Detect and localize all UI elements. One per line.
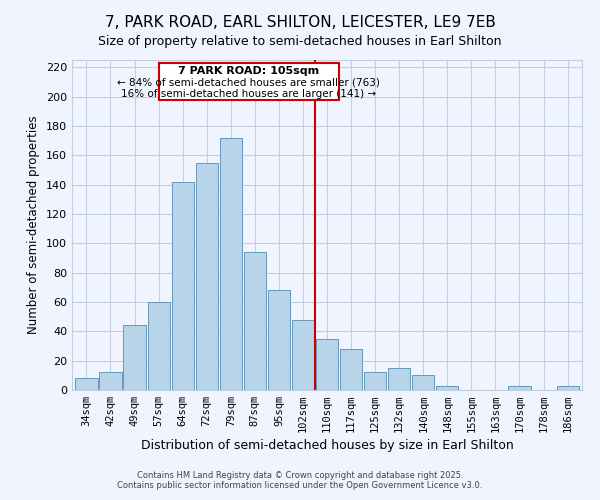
Bar xyxy=(76,378,98,390)
Bar xyxy=(508,386,530,390)
FancyBboxPatch shape xyxy=(158,63,339,100)
Bar xyxy=(436,386,458,390)
Text: 16% of semi-detached houses are larger (141) →: 16% of semi-detached houses are larger (… xyxy=(121,90,376,100)
Bar xyxy=(316,338,338,390)
Bar xyxy=(292,320,314,390)
Bar xyxy=(364,372,386,390)
Y-axis label: Number of semi-detached properties: Number of semi-detached properties xyxy=(28,116,40,334)
Text: Contains HM Land Registry data © Crown copyright and database right 2025.
Contai: Contains HM Land Registry data © Crown c… xyxy=(118,470,482,490)
Bar xyxy=(148,302,170,390)
Bar xyxy=(340,349,362,390)
Text: 7 PARK ROAD: 105sqm: 7 PARK ROAD: 105sqm xyxy=(178,66,319,76)
Bar xyxy=(388,368,410,390)
Bar xyxy=(196,162,218,390)
Bar xyxy=(172,182,194,390)
Bar xyxy=(557,386,578,390)
Bar xyxy=(100,372,122,390)
Text: ← 84% of semi-detached houses are smaller (763): ← 84% of semi-detached houses are smalle… xyxy=(118,78,380,88)
X-axis label: Distribution of semi-detached houses by size in Earl Shilton: Distribution of semi-detached houses by … xyxy=(140,440,514,452)
Bar xyxy=(220,138,242,390)
Bar xyxy=(124,326,146,390)
Bar xyxy=(268,290,290,390)
Text: Size of property relative to semi-detached houses in Earl Shilton: Size of property relative to semi-detach… xyxy=(98,35,502,48)
Bar xyxy=(244,252,266,390)
Text: 7, PARK ROAD, EARL SHILTON, LEICESTER, LE9 7EB: 7, PARK ROAD, EARL SHILTON, LEICESTER, L… xyxy=(104,15,496,30)
Bar xyxy=(412,376,434,390)
